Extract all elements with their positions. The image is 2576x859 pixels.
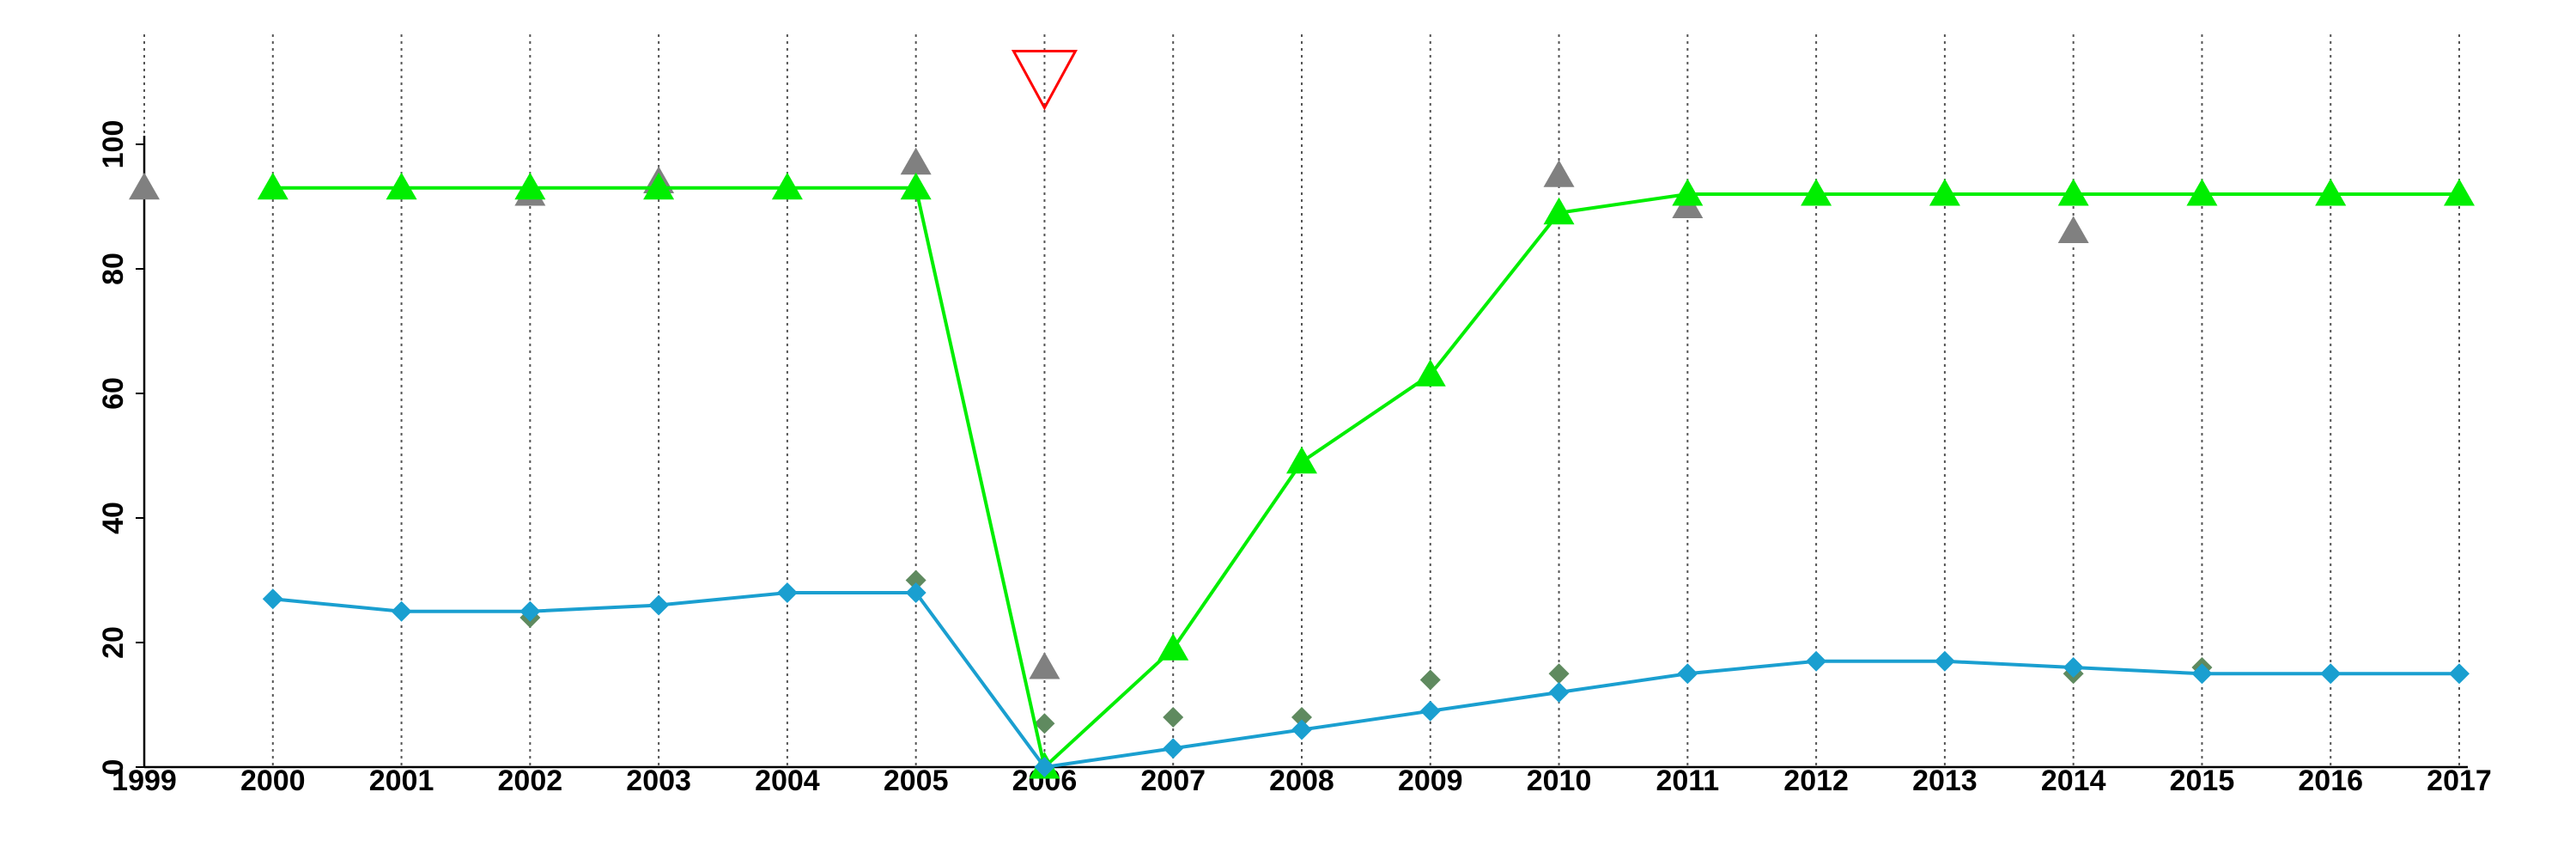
diamond-marker xyxy=(1677,663,1698,685)
y-tick-label: 20 xyxy=(97,626,130,659)
triangle-marker xyxy=(514,172,546,200)
x-tick-label: 2009 xyxy=(1398,765,1463,797)
x-tick-label: 2000 xyxy=(240,765,306,797)
diamond-marker xyxy=(648,594,670,616)
y-tick-label: 0 xyxy=(97,759,130,776)
diamond-marker xyxy=(905,570,927,591)
diamond-marker xyxy=(2320,663,2342,685)
x-tick-label: 2016 xyxy=(2298,765,2363,797)
triangle-marker xyxy=(900,147,932,175)
diamond-marker xyxy=(1548,663,1570,685)
diamond-marker xyxy=(1934,650,1955,672)
triangle-marker xyxy=(1929,179,1960,206)
triangle-marker xyxy=(257,172,289,200)
diamond-marker xyxy=(1419,669,1441,691)
diamond-marker xyxy=(391,600,412,622)
diamond-marker xyxy=(1548,682,1570,703)
triangle-marker xyxy=(643,172,675,200)
x-tick-label: 2015 xyxy=(2170,765,2235,797)
series-line xyxy=(272,591,2459,770)
triangle-marker xyxy=(900,172,932,200)
x-tick-label: 2002 xyxy=(498,765,563,797)
diamond-marker xyxy=(2191,663,2213,685)
x-tick-label: 1999 xyxy=(112,765,177,797)
x-tick-label: 2001 xyxy=(369,765,434,797)
series-line xyxy=(272,186,2459,771)
diamond-marker xyxy=(1419,700,1441,722)
triangle-marker xyxy=(1157,633,1189,661)
diamond-marker xyxy=(1291,719,1312,740)
triangle-marker xyxy=(1286,446,1317,474)
x-tick-label: 2011 xyxy=(1656,765,1719,797)
diamond-marker xyxy=(776,582,798,603)
triangle-marker xyxy=(771,172,803,200)
triangle-marker xyxy=(129,172,160,200)
triangle-marker xyxy=(2315,179,2347,206)
x-tick-label: 2012 xyxy=(1783,765,1849,797)
x-tick-label: 2010 xyxy=(1527,765,1592,797)
x-tick-label: 2004 xyxy=(755,765,820,797)
diamond-marker xyxy=(2449,663,2470,685)
diamond-marker xyxy=(1291,707,1312,728)
triangle-marker xyxy=(1543,197,1575,225)
y-tick-label: 60 xyxy=(97,377,130,410)
y-tick-label: 80 xyxy=(97,253,130,285)
diamond-marker xyxy=(1806,650,1827,672)
diamond-marker xyxy=(1034,713,1055,734)
y-tick-label: 40 xyxy=(97,502,130,534)
triangle-marker xyxy=(1029,652,1060,679)
triangle-marker xyxy=(1543,160,1575,187)
diamond-marker xyxy=(1163,707,1184,728)
diamond-marker xyxy=(1034,757,1055,777)
event-marker xyxy=(1011,50,1078,111)
x-tick-label: 2013 xyxy=(1912,765,1978,797)
diamond-marker xyxy=(905,582,927,603)
x-tick-label: 2005 xyxy=(884,765,949,797)
x-tick-label: 2014 xyxy=(2041,765,2106,797)
x-tick-label: 2017 xyxy=(2427,765,2492,797)
triangle-marker xyxy=(2057,179,2089,206)
x-tick-label: 2008 xyxy=(1269,765,1334,797)
triangle-marker xyxy=(2444,179,2475,206)
triangle-marker xyxy=(1672,179,1704,206)
y-tick-label: 100 xyxy=(97,120,130,169)
x-tick-label: 2007 xyxy=(1140,765,1206,797)
triangle-marker xyxy=(386,172,417,200)
diamond-marker xyxy=(2063,657,2084,678)
triangle-marker xyxy=(2186,179,2218,206)
x-tick-label: 2003 xyxy=(626,765,691,797)
diamond-marker xyxy=(519,600,541,622)
diamond-marker xyxy=(1163,738,1184,759)
triangle-marker xyxy=(1414,359,1446,387)
diamond-marker xyxy=(262,588,283,610)
triangle-marker xyxy=(1801,179,1832,206)
triangle-marker xyxy=(2057,216,2089,243)
